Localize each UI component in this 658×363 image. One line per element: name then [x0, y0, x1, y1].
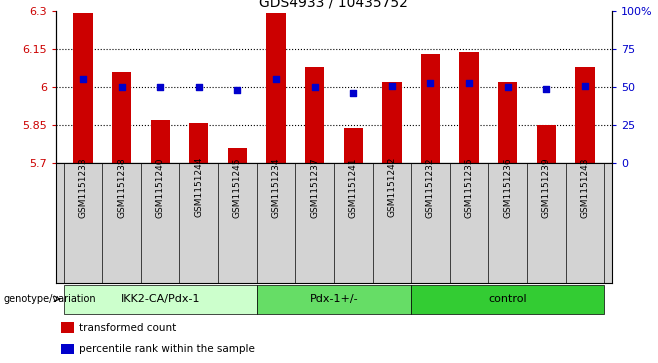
Text: percentile rank within the sample: percentile rank within the sample [79, 344, 255, 354]
Text: control: control [488, 294, 527, 304]
Point [193, 84, 204, 90]
Bar [411, 285, 604, 314]
Bar [343, 128, 363, 163]
Bar [112, 72, 131, 163]
Bar [189, 123, 209, 163]
Point [270, 77, 281, 82]
Bar [459, 52, 479, 163]
Bar [151, 120, 170, 163]
Bar [64, 285, 257, 314]
Bar [421, 54, 440, 163]
Bar [498, 82, 517, 163]
Point [387, 83, 397, 89]
Text: transformed count: transformed count [79, 323, 176, 333]
Point [464, 79, 474, 85]
Bar [61, 344, 74, 354]
Bar [73, 13, 93, 163]
Bar [228, 148, 247, 163]
Point [232, 87, 243, 93]
Bar [575, 67, 595, 163]
Bar [257, 285, 411, 314]
Point [503, 84, 513, 90]
Text: IKK2-CA/Pdx-1: IKK2-CA/Pdx-1 [120, 294, 200, 304]
Bar [537, 125, 556, 163]
Title: GDS4933 / 10435752: GDS4933 / 10435752 [259, 0, 409, 10]
Text: genotype/variation: genotype/variation [3, 294, 96, 305]
Point [155, 84, 165, 90]
Point [116, 84, 127, 90]
Bar [305, 67, 324, 163]
Point [78, 77, 88, 82]
Bar [61, 322, 74, 333]
Point [580, 83, 590, 89]
Point [348, 90, 359, 96]
Text: Pdx-1+/-: Pdx-1+/- [310, 294, 358, 304]
Bar [266, 13, 286, 163]
Point [309, 84, 320, 90]
Bar [382, 82, 401, 163]
Point [425, 79, 436, 85]
Point [541, 86, 551, 91]
